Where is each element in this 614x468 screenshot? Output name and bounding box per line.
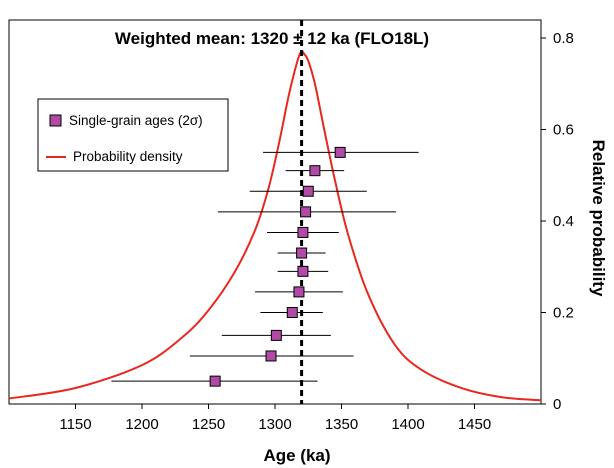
- x-tick-label: 1300: [258, 416, 291, 433]
- x-axis-ticks: 1150 1200 1250 1300 1350 1400 1450: [59, 404, 491, 433]
- x-tick-label: 1450: [458, 416, 491, 433]
- x-tick-label: 1250: [192, 416, 225, 433]
- x-axis-label: Age (ka): [263, 446, 330, 465]
- single-grain-points-layer: [111, 146, 419, 387]
- legend-label-single-grain: Single-grain ages (2σ): [69, 113, 203, 128]
- grain-age-point: [302, 185, 314, 197]
- y-tick-label: 0: [553, 396, 561, 413]
- y-tick-label: 0.8: [553, 30, 574, 47]
- legend: Single-grain ages (2σ) Probability densi…: [37, 98, 229, 172]
- x-tick-label: 1200: [125, 416, 158, 433]
- grain-age-point: [334, 146, 346, 158]
- x-tick-label: 1400: [391, 416, 424, 433]
- legend-marker-square: [49, 114, 62, 127]
- y-tick-label: 0.2: [553, 305, 574, 322]
- grain-age-point: [296, 247, 308, 259]
- grain-age-point: [270, 329, 282, 341]
- y-axis-label: Relative probability: [589, 140, 608, 297]
- y-tick-label: 0.6: [553, 122, 574, 139]
- grain-age-point: [209, 375, 221, 387]
- legend-label-density: Probability density: [73, 149, 183, 164]
- grain-age-point: [300, 206, 312, 218]
- x-tick-label: 1350: [325, 416, 358, 433]
- grain-age-point: [293, 286, 305, 298]
- x-tick-label: 1150: [59, 416, 91, 433]
- grain-age-point: [286, 307, 298, 318]
- grain-age-point: [297, 265, 309, 277]
- y-tick-label: 0.4: [553, 213, 574, 230]
- grain-age-point: [309, 165, 321, 177]
- chart-title: Weighted mean: 1320 ± 12 ka (FLO18L): [115, 29, 429, 48]
- plot-area: [8, 19, 542, 405]
- y-axis-ticks: 0 0.2 0.4 0.6 0.8: [541, 30, 574, 413]
- grain-age-point: [297, 226, 309, 238]
- legend-box: [37, 98, 229, 172]
- grain-age-point: [265, 350, 277, 362]
